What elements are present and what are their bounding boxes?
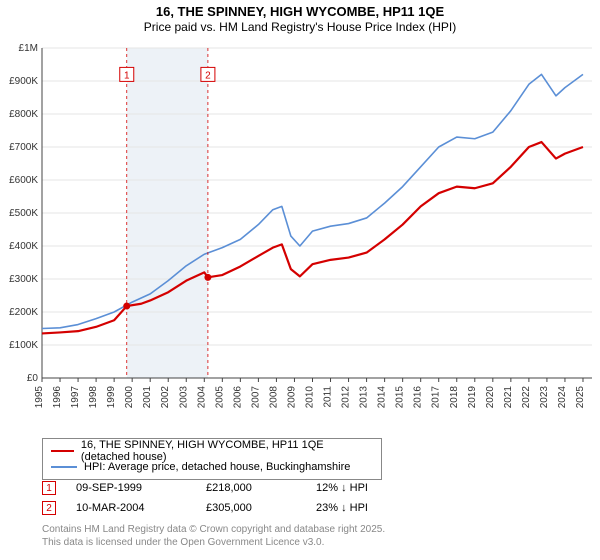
- svg-text:2019: 2019: [467, 386, 478, 409]
- svg-text:2007: 2007: [250, 386, 261, 409]
- svg-text:2020: 2020: [485, 386, 496, 409]
- svg-text:£900K: £900K: [9, 76, 38, 87]
- attribution: Contains HM Land Registry data © Crown c…: [42, 524, 385, 549]
- legend-swatch: [51, 466, 77, 468]
- svg-text:2004: 2004: [196, 386, 207, 409]
- title-block: 16, THE SPINNEY, HIGH WYCOMBE, HP11 1QE …: [0, 0, 600, 36]
- svg-text:2010: 2010: [304, 386, 315, 409]
- chart-container: 16, THE SPINNEY, HIGH WYCOMBE, HP11 1QE …: [0, 0, 600, 560]
- svg-text:2023: 2023: [539, 386, 550, 409]
- title-subtitle: Price paid vs. HM Land Registry's House …: [0, 20, 600, 34]
- svg-text:2016: 2016: [413, 386, 424, 409]
- svg-text:2015: 2015: [395, 386, 406, 409]
- svg-text:1998: 1998: [88, 386, 99, 409]
- svg-text:2025: 2025: [575, 386, 586, 409]
- svg-text:£700K: £700K: [9, 142, 38, 153]
- svg-text:2008: 2008: [268, 386, 279, 409]
- svg-text:2009: 2009: [286, 386, 297, 409]
- svg-text:1: 1: [124, 70, 130, 81]
- sale-marker-box: 2: [42, 501, 56, 515]
- legend-item-property: 16, THE SPINNEY, HIGH WYCOMBE, HP11 1QE …: [51, 443, 373, 459]
- sale-price: £305,000: [206, 502, 316, 514]
- legend-swatch: [51, 450, 74, 452]
- legend: 16, THE SPINNEY, HIGH WYCOMBE, HP11 1QE …: [42, 438, 382, 480]
- svg-text:£500K: £500K: [9, 208, 38, 219]
- sale-date: 09-SEP-1999: [76, 482, 206, 494]
- legend-label: HPI: Average price, detached house, Buck…: [84, 461, 350, 473]
- svg-text:2005: 2005: [214, 386, 225, 409]
- svg-text:1996: 1996: [52, 386, 63, 409]
- sales-table: 1 09-SEP-1999 £218,000 12% ↓ HPI 2 10-MA…: [42, 478, 416, 518]
- chart-svg: £0 £100K £200K £300K £400K £500K £600K £700K £80…: [0, 38, 600, 430]
- svg-text:£800K: £800K: [9, 109, 38, 120]
- svg-text:£600K: £600K: [9, 175, 38, 186]
- svg-text:2012: 2012: [341, 386, 352, 409]
- sale-marker-box: 1: [42, 481, 56, 495]
- svg-text:2000: 2000: [124, 386, 135, 409]
- svg-text:2002: 2002: [160, 386, 171, 409]
- attribution-line: Contains HM Land Registry data © Crown c…: [42, 524, 385, 537]
- svg-text:2013: 2013: [359, 386, 370, 409]
- title-address: 16, THE SPINNEY, HIGH WYCOMBE, HP11 1QE: [0, 4, 600, 19]
- sale-row: 1 09-SEP-1999 £218,000 12% ↓ HPI: [42, 478, 416, 498]
- svg-text:2003: 2003: [178, 386, 189, 409]
- sale-date: 10-MAR-2004: [76, 502, 206, 514]
- svg-text:£200K: £200K: [9, 307, 38, 318]
- svg-text:£100K: £100K: [9, 340, 38, 351]
- svg-text:1997: 1997: [70, 386, 81, 409]
- svg-text:2022: 2022: [521, 386, 532, 409]
- svg-text:£300K: £300K: [9, 274, 38, 285]
- svg-text:2001: 2001: [142, 386, 153, 409]
- sale-diff: 12% ↓ HPI: [316, 482, 416, 494]
- svg-text:£0: £0: [27, 373, 39, 384]
- svg-text:1995: 1995: [34, 386, 45, 409]
- svg-text:1999: 1999: [106, 386, 117, 409]
- legend-item-hpi: HPI: Average price, detached house, Buck…: [51, 459, 373, 475]
- svg-text:2024: 2024: [557, 386, 568, 409]
- svg-text:2: 2: [205, 70, 211, 81]
- svg-text:2011: 2011: [323, 386, 334, 408]
- svg-text:2017: 2017: [431, 386, 442, 409]
- legend-label: 16, THE SPINNEY, HIGH WYCOMBE, HP11 1QE …: [81, 439, 373, 463]
- svg-text:2021: 2021: [503, 386, 514, 409]
- sale-diff: 23% ↓ HPI: [316, 502, 416, 514]
- svg-text:£1M: £1M: [19, 43, 38, 54]
- chart: £0 £100K £200K £300K £400K £500K £600K £700K £80…: [0, 38, 600, 430]
- svg-text:2014: 2014: [377, 386, 388, 409]
- attribution-line: This data is licensed under the Open Gov…: [42, 537, 385, 550]
- svg-text:2006: 2006: [232, 386, 243, 409]
- svg-text:2018: 2018: [449, 386, 460, 409]
- svg-text:£400K: £400K: [9, 241, 38, 252]
- sale-price: £218,000: [206, 482, 316, 494]
- sale-row: 2 10-MAR-2004 £305,000 23% ↓ HPI: [42, 498, 416, 518]
